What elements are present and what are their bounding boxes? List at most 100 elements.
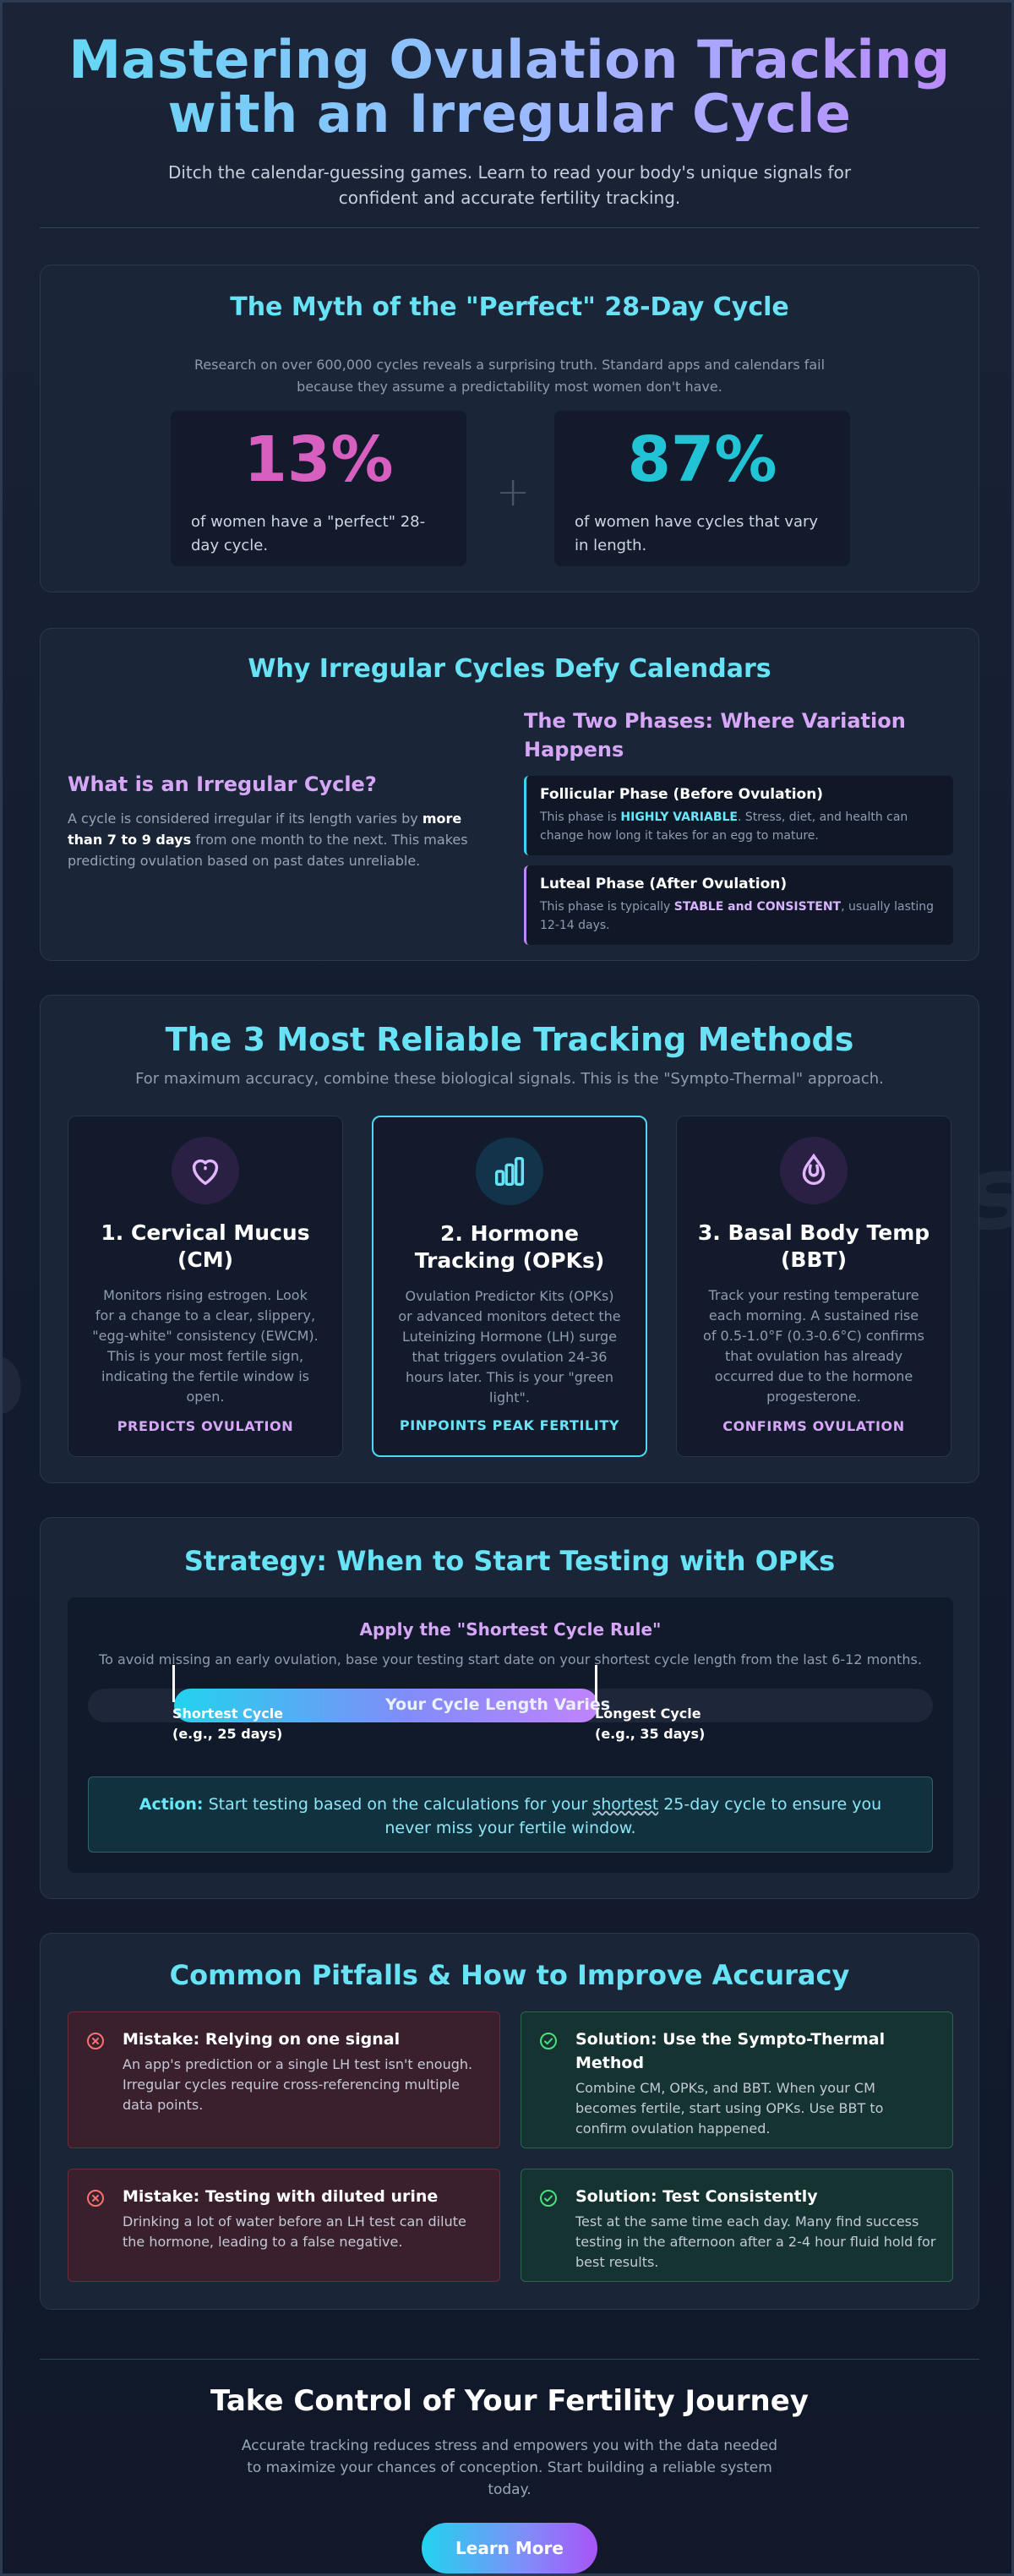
phase-text-part: This phase is bbox=[540, 810, 621, 824]
what-text: A cycle is considered irregular if its l… bbox=[68, 808, 482, 871]
page-header: Mastering Ovulation Tracking with an Irr… bbox=[3, 29, 1011, 210]
methods-description: For maximum accuracy, combine these biol… bbox=[135, 1070, 884, 1088]
follicular-phase-card: Follicular Phase (Before Ovulation) This… bbox=[524, 776, 953, 855]
phase-text-part: , usually lasting 12-14 days. bbox=[540, 900, 935, 932]
pitfall-title: Mistake: Relying on one signal bbox=[123, 2030, 401, 2049]
rule-title: Apply the "Shortest Cycle Rule" bbox=[359, 1619, 662, 1640]
irregular-title: Why Irregular Cycles Defy Calendars bbox=[248, 654, 771, 684]
phase-text-part: . Stress, diet, and health can change ho… bbox=[540, 810, 908, 843]
page-footer: Take Control of Your Fertility Journey A… bbox=[3, 2384, 1011, 2573]
shortest-marker bbox=[172, 1665, 175, 1702]
method-tag: PREDICTS OVULATION bbox=[117, 1418, 294, 1434]
stat-card-87: 87% of women have cycles that vary in le… bbox=[554, 411, 850, 566]
methods-title: The 3 Most Reliable Tracking Methods bbox=[165, 1021, 854, 1058]
phases-title: The Two Phases: Where Variation Happens bbox=[524, 709, 906, 761]
phase-title: Luteal Phase (After Ovulation) bbox=[540, 876, 788, 892]
shortest-line-2: (e.g., 25 days) bbox=[172, 1726, 283, 1742]
phase-highlight: STABLE and CONSISTENT bbox=[673, 900, 842, 914]
irregular-section: Why Irregular Cycles Defy Calendars What… bbox=[40, 628, 979, 961]
action-text-part: Start testing based on the calculations … bbox=[203, 1795, 593, 1814]
method-title: 1. Cervical Mucus (CM) bbox=[101, 1220, 310, 1272]
method-title: 2. Hormone Tracking (OPKs) bbox=[414, 1221, 605, 1273]
header-divider bbox=[40, 227, 979, 228]
irregular-definition: What is an Irregular Cycle? A cycle is c… bbox=[68, 772, 482, 871]
cycle-bar-label: Your Cycle Length Varies bbox=[385, 1695, 611, 1714]
what-text-part: from one month to the next. This makes p… bbox=[68, 832, 468, 869]
pitfall-text: An app's prediction or a single LH test … bbox=[123, 2056, 473, 2113]
pitfall-title: Solution: Test Consistently bbox=[575, 2187, 818, 2206]
heart-icon bbox=[172, 1137, 239, 1204]
pitfall-text: Drinking a lot of water before an LH tes… bbox=[123, 2213, 466, 2250]
pitfalls-section: Common Pitfalls & How to Improve Accurac… bbox=[40, 1933, 979, 2310]
action-label: Action: bbox=[139, 1795, 204, 1814]
method-tag: CONFIRMS OVULATION bbox=[722, 1418, 905, 1434]
method-title: 3. Basal Body Temp (BBT) bbox=[697, 1220, 930, 1272]
learn-more-button[interactable]: Learn More bbox=[422, 2523, 597, 2573]
title-line-2: with an Irregular Cycle bbox=[167, 83, 852, 145]
page-subtitle: Ditch the calendar-guessing games. Learn… bbox=[167, 162, 852, 208]
action-callout: Action: Start testing based on the calcu… bbox=[88, 1776, 933, 1853]
x-circle-icon bbox=[85, 2031, 106, 2055]
shortest-line-1: Shortest Cycle bbox=[172, 1706, 284, 1722]
luteal-phase-card: Luteal Phase (After Ovulation) This phas… bbox=[524, 865, 953, 945]
longest-line-1: Longest Cycle bbox=[595, 1706, 701, 1722]
pitfalls-title: Common Pitfalls & How to Improve Accurac… bbox=[169, 1959, 850, 1991]
strategy-section: Strategy: When to Start Testing with OPK… bbox=[40, 1517, 979, 1899]
phase-text: This phase is HIGHLY VARIABLE. Stress, d… bbox=[540, 808, 941, 845]
longest-line-2: (e.g., 35 days) bbox=[595, 1726, 706, 1742]
myth-section: The Myth of the "Perfect" 28-Day Cycle R… bbox=[40, 265, 979, 592]
stat-label: of women have cycles that vary in length… bbox=[575, 513, 819, 554]
phase-text: This phase is typically STABLE and CONSI… bbox=[540, 898, 941, 935]
method-card-opks: 2. Hormone Tracking (OPKs) Ovulation Pre… bbox=[372, 1116, 647, 1457]
methods-section: The 3 Most Reliable Tracking Methods For… bbox=[40, 995, 979, 1483]
pitfall-text: Test at the same time each day. Many fin… bbox=[575, 2213, 936, 2270]
pitfall-text: Combine CM, OPKs, and BBT. When your CM … bbox=[575, 2080, 884, 2137]
solution-card-sympto-thermal: Solution: Use the Sympto-Thermal Method … bbox=[521, 2011, 953, 2148]
what-title: What is an Irregular Cycle? bbox=[68, 772, 377, 796]
method-text: Monitors rising estrogen. Look for a cha… bbox=[92, 1287, 319, 1405]
plus-sign: + bbox=[496, 468, 531, 516]
phase-text-part: This phase is typically bbox=[540, 900, 674, 914]
cycle-range-bar bbox=[174, 1689, 598, 1722]
longest-marker bbox=[595, 1665, 597, 1702]
footer-title: Take Control of Your Fertility Journey bbox=[210, 2384, 809, 2418]
myth-description: Research on over 600,000 cycles reveals … bbox=[194, 357, 826, 395]
method-tag: PINPOINTS PEAK FERTILITY bbox=[399, 1417, 620, 1433]
pitfall-title: Mistake: Testing with diluted urine bbox=[123, 2187, 439, 2206]
check-circle-icon bbox=[538, 2031, 559, 2055]
stat-value: 13% bbox=[243, 423, 394, 496]
footer-text: Accurate tracking reduces stress and emp… bbox=[241, 2437, 778, 2498]
shortest-cycle-label: Shortest Cycle (e.g., 25 days) bbox=[172, 1704, 283, 1744]
stat-value: 87% bbox=[627, 423, 777, 496]
mistake-card-one-signal: Mistake: Relying on one signal An app's … bbox=[68, 2011, 500, 2148]
title-line-1: Mastering Ovulation Tracking bbox=[68, 29, 951, 90]
pitfall-title: Solution: Use the Sympto-Thermal Method bbox=[575, 2030, 886, 2072]
method-card-bbt: 3. Basal Body Temp (BBT) Track your rest… bbox=[676, 1116, 951, 1457]
stat-label: of women have a "perfect" 28-day cycle. bbox=[191, 513, 426, 554]
action-emphasis: shortest bbox=[592, 1795, 659, 1814]
method-text: Ovulation Predictor Kits (OPKs) or advan… bbox=[398, 1288, 621, 1405]
check-circle-icon bbox=[538, 2188, 559, 2212]
solution-card-test-consistently: Solution: Test Consistently Test at the … bbox=[521, 2169, 953, 2282]
what-text-bold: more than 7 to 9 days bbox=[68, 810, 462, 848]
bar-chart-icon bbox=[476, 1138, 543, 1205]
method-text: Track your resting temperature each morn… bbox=[703, 1287, 924, 1405]
method-card-cervical-mucus: 1. Cervical Mucus (CM) Monitors rising e… bbox=[68, 1116, 343, 1457]
phase-highlight: HIGHLY VARIABLE bbox=[620, 810, 738, 824]
footer-divider bbox=[40, 2359, 979, 2360]
action-text-part: 25-day cycle to ensure you never miss yo… bbox=[384, 1795, 882, 1837]
page-title: Mastering Ovulation Tracking with an Irr… bbox=[3, 29, 1011, 145]
shortest-cycle-rule-panel: Apply the "Shortest Cycle Rule" To avoid… bbox=[68, 1597, 953, 1873]
stat-card-13: 13% of women have a "perfect" 28-day cyc… bbox=[171, 411, 466, 566]
longest-cycle-label: Longest Cycle (e.g., 35 days) bbox=[595, 1704, 705, 1744]
mistake-card-diluted-urine: Mistake: Testing with diluted urine Drin… bbox=[68, 2169, 500, 2282]
rule-text: To avoid missing an early ovulation, bas… bbox=[99, 1651, 922, 1667]
what-text-part: A cycle is considered irregular if its l… bbox=[68, 810, 422, 827]
x-circle-icon bbox=[85, 2188, 106, 2212]
myth-title: The Myth of the "Perfect" 28-Day Cycle bbox=[230, 292, 789, 322]
phase-title: Follicular Phase (Before Ovulation) bbox=[540, 786, 824, 803]
phases-panel: The Two Phases: Where Variation Happens … bbox=[524, 707, 953, 945]
watermark-left: p bbox=[0, 1316, 33, 1444]
thermometer-drop-icon bbox=[780, 1137, 848, 1204]
